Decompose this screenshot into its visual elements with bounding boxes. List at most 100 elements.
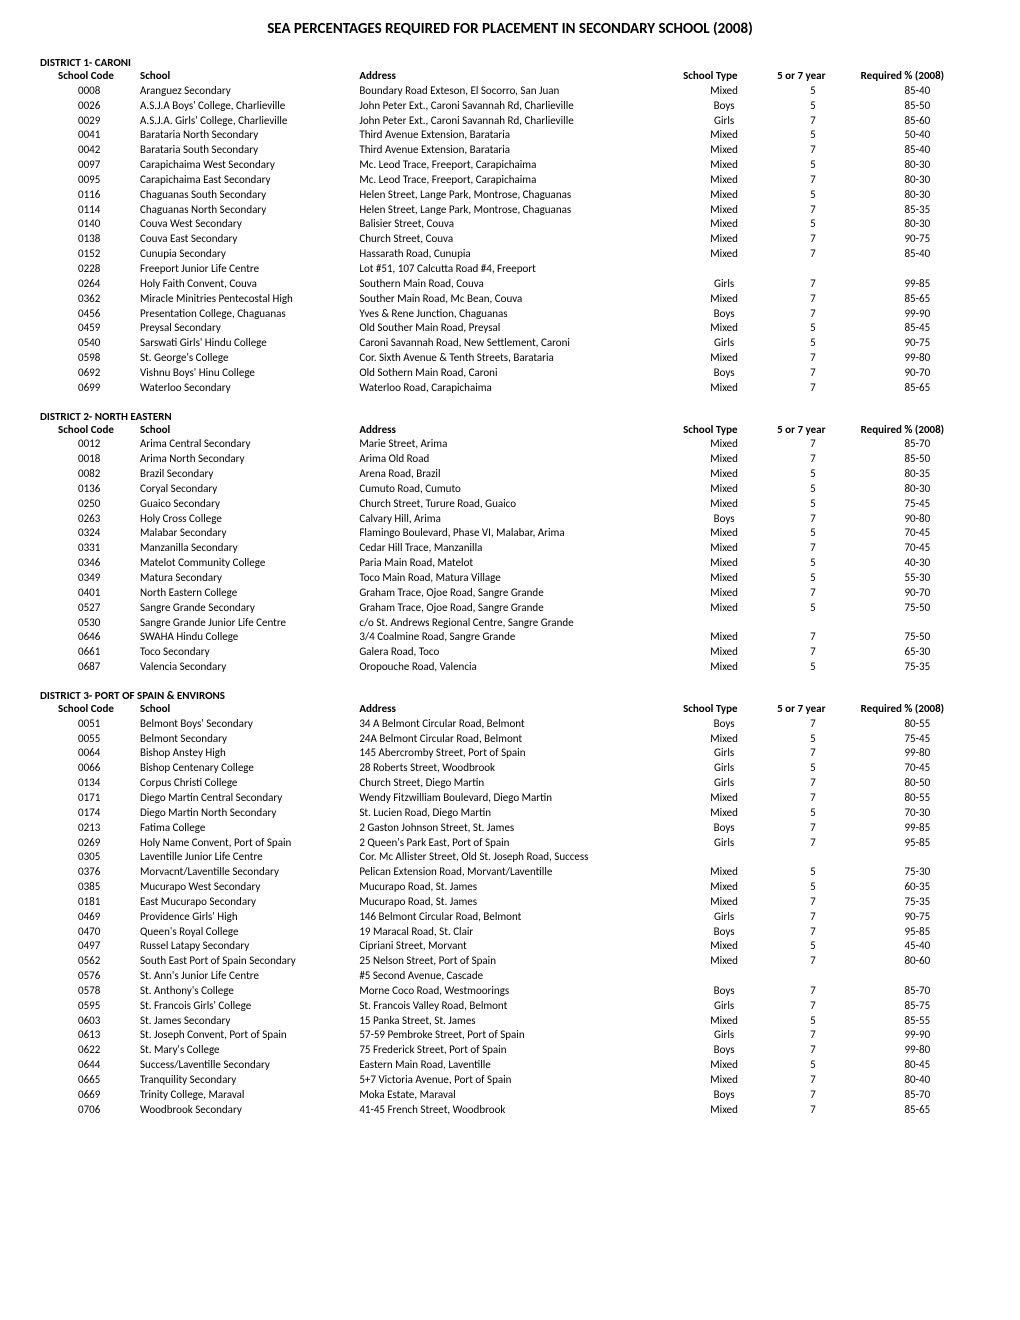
column-header: Required % (2008) — [855, 69, 980, 84]
cell-school: Queen's Royal College — [134, 925, 353, 940]
cell-type: Mixed — [677, 880, 771, 895]
cell-code: 0376 — [40, 865, 134, 880]
cell-school: North Eastern College — [134, 586, 353, 601]
cell-school: SWAHA Hindu College — [134, 630, 353, 645]
cell-school: Chaguanas South Secondary — [134, 188, 353, 203]
table-row: 0116Chaguanas South SecondaryHelen Stree… — [40, 188, 980, 203]
cell-code: 0029 — [40, 114, 134, 129]
cell-required: 40-30 — [855, 556, 980, 571]
table-row: 0181East Mucurapo SecondaryMucurapo Road… — [40, 895, 980, 910]
table-row: 0082Brazil SecondaryArena Road, BrazilMi… — [40, 467, 980, 482]
cell-year: 5 — [771, 158, 855, 173]
cell-school: Presentation College, Chaguanas — [134, 307, 353, 322]
table-row: 0603St. James Secondary15 Panka Street, … — [40, 1014, 980, 1029]
cell-address: 75 Frederick Street, Port of Spain — [353, 1043, 677, 1058]
column-header: School Type — [677, 702, 771, 717]
cell-type: Mixed — [677, 660, 771, 675]
cell-required: 80-30 — [855, 188, 980, 203]
cell-required: 55-30 — [855, 571, 980, 586]
cell-school: Russel Latapy Secondary — [134, 939, 353, 954]
cell-type: Mixed — [677, 188, 771, 203]
cell-type: Mixed — [677, 954, 771, 969]
column-header: School — [134, 423, 353, 438]
cell-year: 5 — [771, 865, 855, 880]
cell-address: Helen Street, Lange Park, Montrose, Chag… — [353, 203, 677, 218]
cell-code: 0114 — [40, 203, 134, 218]
cell-type: Boys — [677, 925, 771, 940]
cell-code: 0082 — [40, 467, 134, 482]
cell-required: 75-45 — [855, 497, 980, 512]
cell-school: Belmont Boys' Secondary — [134, 717, 353, 732]
cell-school: Barataria South Secondary — [134, 143, 353, 158]
cell-code: 0331 — [40, 541, 134, 556]
cell-required: 85-40 — [855, 247, 980, 262]
cell-required: 85-40 — [855, 84, 980, 99]
cell-school: A.S.J.A. Girls' College, Charlieville — [134, 114, 353, 129]
cell-type — [677, 616, 771, 631]
cell-year: 7 — [771, 381, 855, 396]
cell-year: 7 — [771, 645, 855, 660]
cell-type: Mixed — [677, 732, 771, 747]
cell-type: Girls — [677, 761, 771, 776]
district-table: School CodeSchoolAddressSchool Type5 or … — [40, 702, 980, 1118]
cell-year: 5 — [771, 939, 855, 954]
cell-address: Mc. Leod Trace, Freeport, Carapichaima — [353, 173, 677, 188]
cell-type: Girls — [677, 114, 771, 129]
cell-required: 85-65 — [855, 292, 980, 307]
table-row: 0469Providence Girls' High146 Belmont Ci… — [40, 910, 980, 925]
cell-year: 5 — [771, 336, 855, 351]
cell-address: 24A Belmont Circular Road, Belmont — [353, 732, 677, 747]
cell-code: 0456 — [40, 307, 134, 322]
cell-required: 99-85 — [855, 277, 980, 292]
cell-school: Mucurapo West Secondary — [134, 880, 353, 895]
cell-type: Mixed — [677, 292, 771, 307]
cell-school: Barataria North Secondary — [134, 128, 353, 143]
cell-school: St. Francois Girls' College — [134, 999, 353, 1014]
column-header: Address — [353, 423, 677, 438]
cell-year: 7 — [771, 1103, 855, 1118]
column-header: Address — [353, 69, 677, 84]
cell-address: Mucurapo Road, St. James — [353, 880, 677, 895]
cell-required: 80-30 — [855, 482, 980, 497]
cell-type: Mixed — [677, 791, 771, 806]
cell-code: 0665 — [40, 1073, 134, 1088]
cell-type: Mixed — [677, 381, 771, 396]
cell-address: Old Sothern Main Road, Caroni — [353, 366, 677, 381]
table-row: 0264Holy Faith Convent, CouvaSouthern Ma… — [40, 277, 980, 292]
cell-school: Chaguanas North Secondary — [134, 203, 353, 218]
cell-year: 7 — [771, 586, 855, 601]
cell-code: 0540 — [40, 336, 134, 351]
cell-code: 0250 — [40, 497, 134, 512]
cell-required: 70-45 — [855, 541, 980, 556]
table-row: 0459Preysal SecondaryOld Souther Main Ro… — [40, 321, 980, 336]
cell-type: Boys — [677, 1043, 771, 1058]
cell-address: Yves & Rene Junction, Chaguanas — [353, 307, 677, 322]
table-row: 0699Waterloo SecondaryWaterloo Road, Car… — [40, 381, 980, 396]
cell-school: Arima Central Secondary — [134, 437, 353, 452]
cell-required: 85-55 — [855, 1014, 980, 1029]
cell-code: 0699 — [40, 381, 134, 396]
cell-year: 7 — [771, 232, 855, 247]
cell-year: 5 — [771, 761, 855, 776]
cell-address: Arena Road, Brazil — [353, 467, 677, 482]
cell-required: 65-30 — [855, 645, 980, 660]
cell-school: Corpus Christi College — [134, 776, 353, 791]
cell-year: 7 — [771, 791, 855, 806]
table-row: 0530Sangre Grande Junior Life Centrec/o … — [40, 616, 980, 631]
cell-type: Girls — [677, 776, 771, 791]
cell-school: Vishnu Boys' Hinu College — [134, 366, 353, 381]
cell-year: 5 — [771, 99, 855, 114]
cell-school: Guaico Secondary — [134, 497, 353, 512]
cell-address: Third Avenue Extension, Barataria — [353, 128, 677, 143]
table-row: 0138Couva East SecondaryChurch Street, C… — [40, 232, 980, 247]
table-row: 0665Tranquility Secondary5+7 Victoria Av… — [40, 1073, 980, 1088]
table-row: 0171Diego Martin Central SecondaryWendy … — [40, 791, 980, 806]
cell-required: 99-90 — [855, 307, 980, 322]
cell-required: 85-70 — [855, 437, 980, 452]
table-row: 0646SWAHA Hindu College3/4 Coalmine Road… — [40, 630, 980, 645]
cell-address: Helen Street, Lange Park, Montrose, Chag… — [353, 188, 677, 203]
cell-school: Success/Laventille Secondary — [134, 1058, 353, 1073]
cell-type: Mixed — [677, 128, 771, 143]
cell-required: 85-75 — [855, 999, 980, 1014]
cell-type: Mixed — [677, 232, 771, 247]
